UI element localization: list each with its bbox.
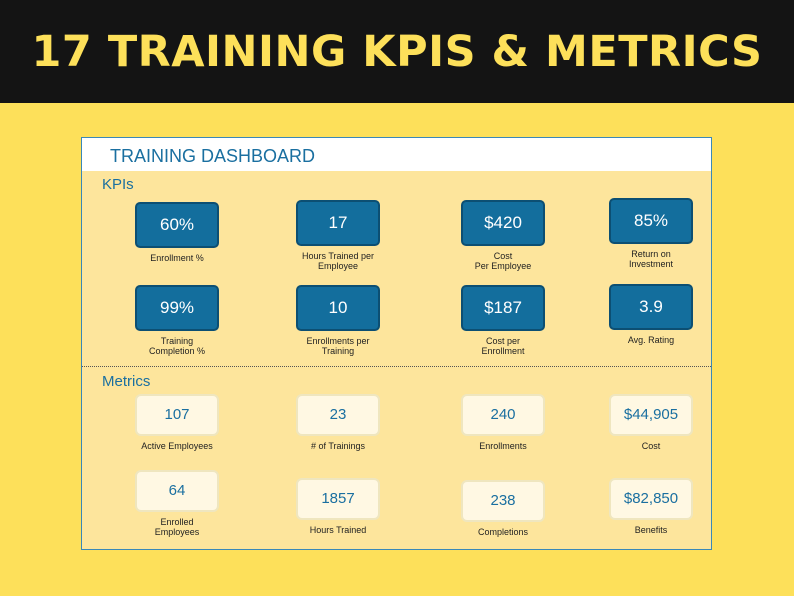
kpi-label: Cost per Enrollment — [481, 336, 525, 356]
metric-card: 240 Enrollments — [461, 394, 545, 451]
kpi-card: $187 Cost per Enrollment — [461, 285, 545, 356]
kpi-card: 10 Enrollments per Training — [296, 285, 380, 356]
metric-value: 23 — [296, 394, 380, 436]
metric-card: $82,850 Benefits — [609, 478, 693, 535]
metric-value: 1857 — [296, 478, 380, 520]
dashboard-title: TRAINING DASHBOARD — [82, 138, 711, 171]
kpi-label: Hours Trained per Employee — [301, 251, 375, 271]
kpi-value: 17 — [296, 200, 380, 246]
kpi-value: 99% — [135, 285, 219, 331]
kpi-label: Return on Investment — [628, 249, 674, 269]
kpi-value: 10 — [296, 285, 380, 331]
metric-value: $44,905 — [609, 394, 693, 436]
metric-label: Cost — [641, 441, 661, 451]
metric-value: 238 — [461, 480, 545, 522]
metric-card: 23 # of Trainings — [296, 394, 380, 451]
kpi-value: $420 — [461, 200, 545, 246]
metric-card: 64 Enrolled Employees — [135, 470, 219, 537]
metric-value: 240 — [461, 394, 545, 436]
metric-value: $82,850 — [609, 478, 693, 520]
kpi-value: 60% — [135, 202, 219, 248]
section-divider — [82, 366, 711, 367]
kpi-card: 3.9 Avg. Rating — [609, 284, 693, 345]
page-title: 17 TRAINING KPIS & METRICS — [31, 26, 763, 77]
metric-label: Enrolled Employees — [154, 517, 200, 537]
kpi-card: 60% Enrollment % — [135, 202, 219, 263]
metric-value: 107 — [135, 394, 219, 436]
metric-card: 107 Active Employees — [135, 394, 219, 451]
metric-label: Enrollments — [479, 441, 527, 451]
kpi-label: Avg. Rating — [627, 335, 675, 345]
metric-label: Benefits — [634, 525, 668, 535]
metric-label: Completions — [477, 527, 529, 537]
metric-label: Hours Trained — [309, 525, 367, 535]
kpi-label: Cost Per Employee — [474, 251, 532, 271]
metric-label: Active Employees — [141, 441, 213, 451]
kpi-card: 85% Return on Investment — [609, 198, 693, 269]
kpi-value: 85% — [609, 198, 693, 244]
kpi-card: 99% Training Completion % — [135, 285, 219, 356]
metric-value: 64 — [135, 470, 219, 512]
metrics-section-label: Metrics — [102, 373, 151, 390]
metric-label: # of Trainings — [310, 441, 366, 451]
kpi-value: 3.9 — [609, 284, 693, 330]
kpi-label: Training Completion % — [148, 336, 206, 356]
metric-card: 1857 Hours Trained — [296, 478, 380, 535]
training-dashboard: TRAINING DASHBOARD KPIs 60% Enrollment %… — [81, 137, 712, 550]
metric-card: 238 Completions — [461, 480, 545, 537]
kpi-value: $187 — [461, 285, 545, 331]
metric-card: $44,905 Cost — [609, 394, 693, 451]
kpis-section-label: KPIs — [102, 176, 134, 193]
kpi-label: Enrollment % — [150, 253, 204, 263]
kpi-card: $420 Cost Per Employee — [461, 200, 545, 271]
title-banner: 17 TRAINING KPIS & METRICS — [0, 0, 794, 103]
kpi-label: Enrollments per Training — [306, 336, 370, 356]
kpi-card: 17 Hours Trained per Employee — [296, 200, 380, 271]
